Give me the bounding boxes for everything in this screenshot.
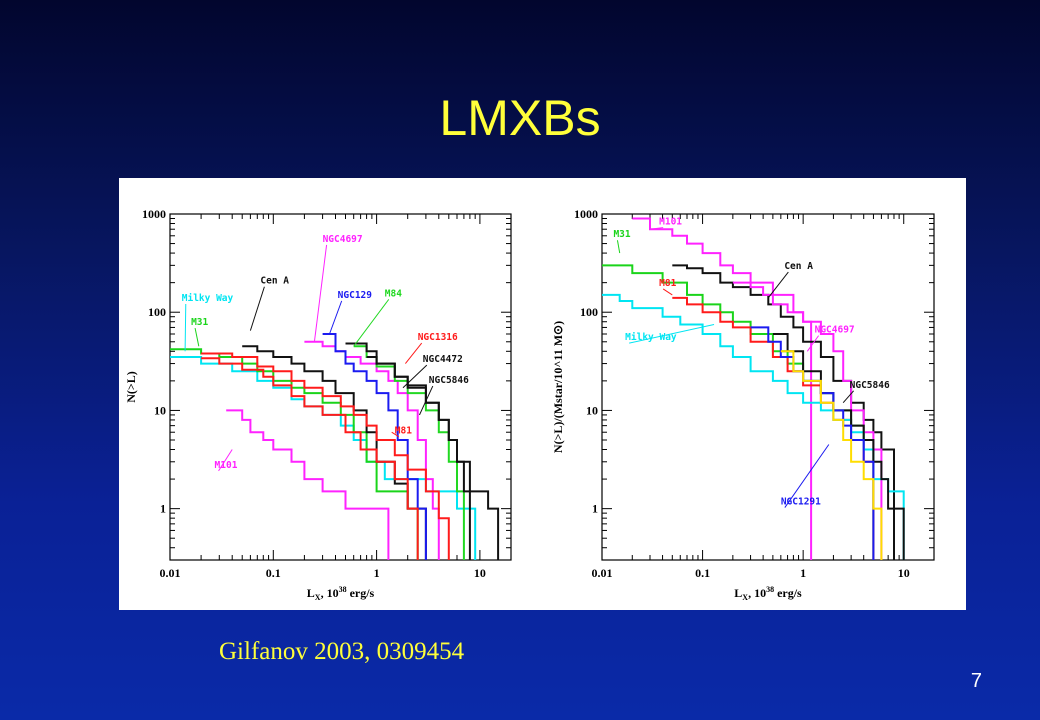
series-label-m81: M81	[395, 426, 412, 437]
series-line-cen-a	[672, 264, 895, 560]
x-tick-label: 0.1	[266, 566, 281, 580]
series-label-ngc129: NGC129	[338, 290, 373, 301]
annotation-pointer	[218, 449, 233, 472]
chart-left: 0.01 0.1 1 10 1 10 100 1000 LX, 1038 erg/s N(>L) M…	[124, 207, 512, 602]
x-tick-label: 10	[474, 566, 486, 580]
y-tick-label: 1000	[142, 207, 166, 221]
x-axis-label: LX, 1038 erg/s	[307, 585, 375, 602]
plot-frame	[169, 213, 512, 561]
y-axis-label: N(>L)/(Mstar/10^11 M⊙)	[551, 321, 565, 453]
annotation-pointer	[184, 304, 187, 352]
series-label-m31: M31	[191, 317, 208, 328]
annotation-pointer	[249, 286, 265, 331]
x-tick-label: 0.01	[160, 566, 181, 580]
annotation-pointer	[649, 227, 664, 230]
figure-panel: 0.01 0.1 1 10 1 10 100 1000 LX, 1038 erg/s N(>L) M…	[119, 178, 966, 610]
series-label-m101: M101	[215, 460, 238, 471]
series-label-milky-way: Milky Way	[625, 332, 677, 343]
series-line-ngc1316	[201, 352, 450, 560]
y-tick-label: 1000	[574, 207, 598, 221]
series-label-ngc4697: NGC4697	[323, 234, 363, 245]
series-line-ngc129	[322, 333, 427, 560]
series-line-milky-way	[602, 293, 905, 560]
series-label-cen-a: Cen A	[260, 276, 289, 287]
annotation-pointer	[662, 288, 673, 296]
series-label-ngc5846: NGC5846	[850, 380, 890, 391]
series-label-m81: M81	[659, 278, 676, 289]
annotation-pointer	[419, 385, 434, 416]
series-label-ngc1316: NGC1316	[418, 332, 458, 343]
annotation-pointer	[313, 244, 328, 342]
annotation-pointer	[353, 299, 390, 347]
chart-right: 0.01 0.1 1 10 1 10 100 1000 LX, 1038 erg/s N(>L)/…	[551, 207, 935, 602]
x-tick-label: 0.1	[695, 566, 710, 580]
series-line-unlabeled	[780, 350, 883, 560]
annotation-pointer	[405, 342, 423, 364]
x-tick-label: 0.01	[592, 566, 613, 580]
x-tick-label: 1	[374, 566, 380, 580]
annotation-pointer	[616, 240, 621, 254]
annotation-pointer	[194, 327, 200, 347]
series-label-cen-a: Cen A	[784, 261, 813, 272]
annotation-pointer	[767, 271, 789, 299]
annotation-pointer	[629, 323, 715, 344]
annotation-pointer	[329, 300, 343, 335]
annotation-pointer	[402, 364, 428, 389]
annotation-pointer	[391, 431, 400, 438]
y-tick-label: 1	[160, 502, 166, 516]
series-label-m31: M31	[613, 229, 630, 240]
series-label-milky-way: Milky Way	[182, 293, 234, 304]
annotation-pointer	[842, 390, 855, 403]
luminosity-function-charts: 0.01 0.1 1 10 1 10 100 1000 LX, 1038 erg/s N(>L) M…	[124, 207, 935, 602]
x-tick-label: 1	[800, 566, 806, 580]
series-line-m101	[226, 409, 390, 560]
annotation-pointer	[784, 444, 830, 508]
series-line-ngc1291	[750, 326, 875, 560]
y-tick-label: 10	[586, 403, 598, 417]
y-axis-label: N(>L)	[124, 371, 138, 403]
plot-frame	[601, 213, 935, 561]
series-line-m81	[201, 357, 419, 560]
y-tick-label: 100	[148, 305, 166, 319]
series-line-ngc5846	[772, 333, 905, 560]
citation: Gilfanov 2003, 0309454	[219, 638, 465, 665]
y-tick-label: 1	[592, 502, 598, 516]
x-tick-label: 10	[898, 566, 910, 580]
series-label-m101: M101	[659, 217, 682, 228]
series-line-ngc5846	[366, 356, 471, 560]
series-label-m84: M84	[385, 288, 402, 299]
x-axis-label: LX, 1038 erg/s	[734, 585, 802, 602]
series-label-ngc1291: NGC1291	[781, 497, 821, 508]
annotation-pointer	[806, 335, 820, 352]
y-tick-label: 100	[580, 305, 598, 319]
slide-number: 7	[970, 670, 982, 692]
series-label-ngc5846: NGC5846	[429, 375, 469, 386]
slide-title: LMXBs	[439, 90, 601, 146]
series-label-ngc4697: NGC4697	[815, 325, 855, 336]
series-line-cen-a	[242, 345, 427, 560]
series-line-ngc4697	[732, 281, 883, 560]
y-tick-label: 10	[154, 403, 166, 417]
series-label-ngc4472: NGC4472	[423, 354, 463, 365]
